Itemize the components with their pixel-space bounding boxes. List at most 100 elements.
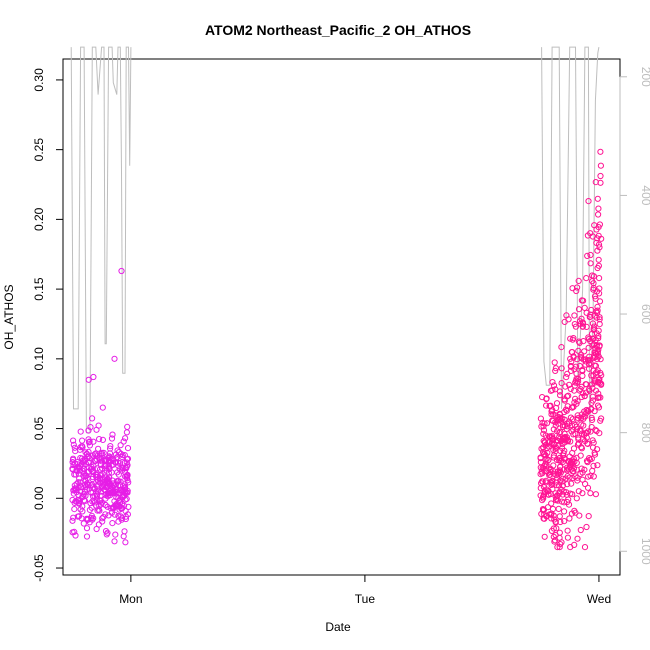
data-point <box>77 428 84 435</box>
data-point <box>594 379 602 386</box>
data-point <box>574 535 581 542</box>
data-point <box>582 361 589 368</box>
data-point <box>580 422 587 429</box>
data-point <box>565 496 572 503</box>
data-point <box>550 525 557 532</box>
data-point <box>119 452 126 459</box>
data-point <box>596 290 603 297</box>
data-point <box>594 303 601 310</box>
data-point <box>561 518 568 525</box>
points-layer <box>69 148 605 551</box>
data-point <box>596 321 603 328</box>
data-point <box>595 335 602 342</box>
data-point <box>556 388 564 395</box>
data-point <box>555 505 562 512</box>
data-point <box>597 179 604 186</box>
data-point <box>548 500 555 507</box>
data-point <box>595 256 602 263</box>
x-tick-label: Tue <box>355 592 376 606</box>
data-point <box>539 470 546 477</box>
data-point <box>541 438 548 445</box>
data-point <box>556 534 563 541</box>
data-point <box>575 378 582 385</box>
data-point <box>574 375 582 383</box>
data-point <box>99 515 106 522</box>
y-right-tick-label: 1000 <box>639 538 650 565</box>
data-point <box>539 394 546 401</box>
data-point <box>557 392 564 399</box>
data-point <box>104 493 111 500</box>
data-point <box>596 342 603 349</box>
data-point <box>587 490 594 497</box>
data-point <box>85 376 92 383</box>
data-point <box>583 523 590 531</box>
y-right-tick-label: 800 <box>639 423 650 443</box>
data-point <box>559 423 567 430</box>
data-point <box>592 491 600 498</box>
data-point <box>88 514 95 522</box>
x-tick-label: Mon <box>119 592 142 606</box>
data-point <box>548 408 555 415</box>
data-point <box>117 478 124 485</box>
data-point <box>575 488 582 495</box>
data-point <box>598 372 605 379</box>
data-point <box>549 505 557 513</box>
data-point <box>595 333 602 340</box>
data-point <box>543 420 551 427</box>
data-point <box>538 510 545 518</box>
data-point <box>112 451 120 458</box>
data-point <box>540 427 548 434</box>
data-point <box>584 484 592 491</box>
y-right-tick-label: 600 <box>639 304 650 324</box>
data-point <box>83 525 91 532</box>
data-point <box>115 495 122 502</box>
data-point <box>74 461 81 468</box>
data-point <box>563 407 570 414</box>
data-point <box>577 526 584 534</box>
data-point <box>552 447 559 455</box>
data-point <box>92 450 99 457</box>
y-tick-label: 0.10 <box>32 347 46 371</box>
data-point <box>586 456 594 463</box>
data-point <box>109 488 116 495</box>
data-point <box>546 511 553 518</box>
data-point <box>70 514 77 521</box>
data-point <box>540 423 547 430</box>
data-point <box>582 430 589 437</box>
data-point <box>587 251 594 259</box>
data-point <box>593 369 600 376</box>
data-point <box>97 471 104 478</box>
data-point <box>107 443 114 450</box>
data-point <box>590 326 597 333</box>
data-point <box>595 232 602 239</box>
data-point <box>590 355 597 362</box>
data-point <box>118 505 125 512</box>
data-point <box>581 544 589 551</box>
data-point <box>552 365 560 372</box>
data-point <box>98 461 105 468</box>
data-point <box>564 370 571 377</box>
data-point <box>537 464 544 471</box>
data-point <box>578 297 586 304</box>
data-point <box>581 348 588 355</box>
data-point <box>105 512 112 519</box>
data-point <box>567 367 575 374</box>
data-point <box>578 465 585 472</box>
data-point <box>543 461 550 468</box>
y-right-tick-label: 400 <box>639 185 650 205</box>
data-point <box>87 424 94 431</box>
data-point <box>556 457 563 464</box>
data-point <box>539 419 546 426</box>
data-point <box>539 497 546 504</box>
data-point <box>564 473 571 480</box>
data-point <box>596 221 604 228</box>
data-point <box>540 451 547 458</box>
data-point <box>590 273 598 280</box>
data-point <box>83 480 91 487</box>
data-point <box>588 399 595 406</box>
data-point <box>99 436 107 443</box>
data-point <box>575 277 582 284</box>
data-point <box>548 480 555 487</box>
pressure-line-layer <box>70 46 600 434</box>
data-point <box>587 313 594 320</box>
